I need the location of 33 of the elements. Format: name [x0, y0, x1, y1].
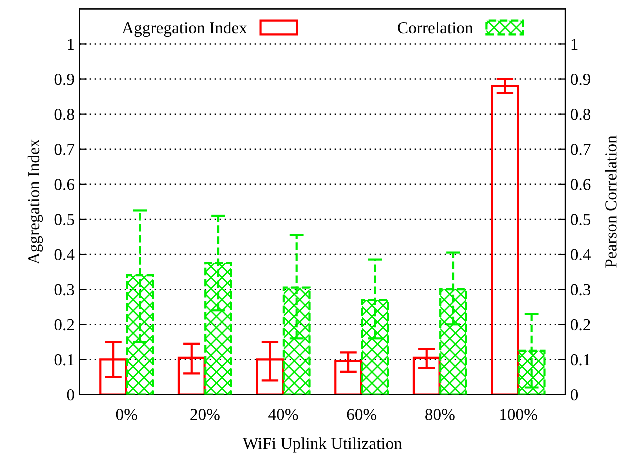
- y2-tick-label: 0.8: [571, 109, 591, 120]
- y-tick-label: 0.4: [54, 249, 75, 261]
- x-tick-label: 20%: [190, 409, 220, 420]
- y2-tick-label: 1: [572, 39, 578, 50]
- legend-label: Correlation: [398, 22, 474, 34]
- y-tick-label: 0.8: [54, 109, 74, 120]
- x-tick-label: 60%: [347, 409, 377, 420]
- x-axis-title: WiFi Uplink Utilization: [242, 438, 402, 453]
- y2-tick-label: 0.7: [571, 144, 591, 156]
- y-tick-label: 0.6: [54, 179, 75, 190]
- y-axis-title: Aggregation Index: [28, 139, 44, 265]
- x-tick-label: 80%: [426, 409, 455, 420]
- y2-tick-label: 0.3: [571, 284, 591, 296]
- y2-tick-label: 0.2: [571, 319, 590, 331]
- y-tick-label: 0.1: [54, 354, 74, 366]
- y-tick-label: 0: [67, 389, 74, 401]
- y-tick-label: 0.5: [54, 214, 74, 226]
- y2-tick-label: 0.1: [571, 354, 590, 366]
- x-tick-label: 0%: [116, 409, 138, 420]
- y-tick-label: 0.3: [54, 284, 74, 296]
- y2-tick-label: 0: [571, 389, 578, 401]
- y2-tick-label: 0.5: [571, 214, 591, 226]
- y-tick-label: 1: [68, 39, 74, 50]
- x-tick-label: 100%: [500, 409, 538, 420]
- y-tick-label: 0.7: [54, 144, 75, 156]
- y2-axis-title: Pearson Correlation: [605, 136, 617, 268]
- x-tick-label: 40%: [268, 409, 298, 420]
- y-tick-label: 0.9: [54, 74, 74, 86]
- y2-tick-label: 0.4: [571, 249, 591, 261]
- y2-tick-label: 0.6: [571, 179, 591, 190]
- y-tick-label: 0.2: [54, 319, 74, 331]
- legend-label: Aggregation Index: [122, 22, 248, 38]
- y2-tick-label: 0.9: [571, 74, 591, 86]
